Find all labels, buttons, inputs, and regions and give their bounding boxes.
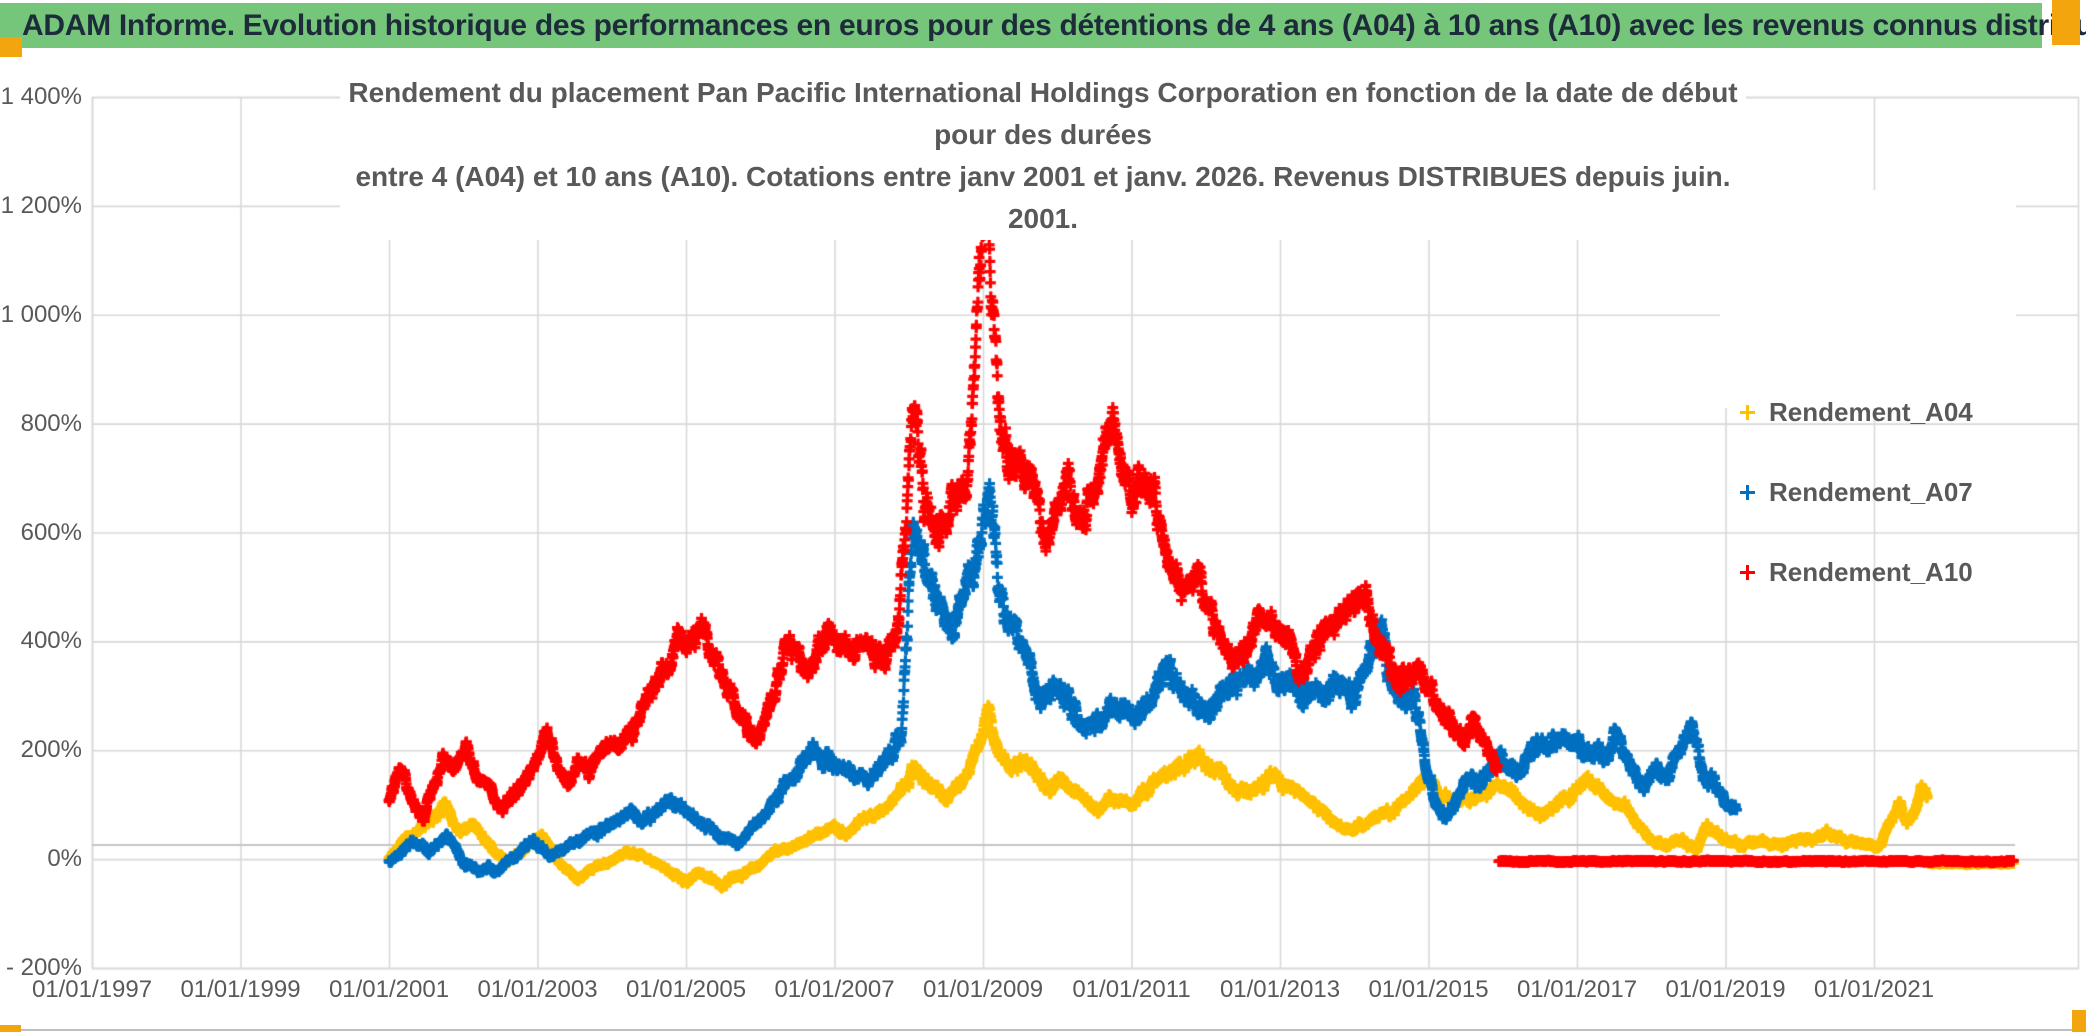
legend-item-rendement-a10[interactable]: Rendement_A10: [1740, 554, 1973, 590]
plus-marker-icon: [1740, 564, 1755, 580]
y-axis-label-200: 200%: [20, 736, 82, 764]
legend-label: Rendement_A04: [1769, 396, 1973, 427]
legend-label: Rendement_A07: [1769, 476, 1973, 507]
chart-title: Rendement du placement Pan Pacific Inter…: [340, 72, 1746, 240]
x-axis-label-2007: 01/01/2007: [774, 976, 895, 1003]
y-axis-label-400: 400%: [20, 627, 82, 655]
x-axis-label-1999: 01/01/1999: [180, 976, 301, 1003]
x-axis-label-1997: 01/01/1997: [31, 976, 153, 1003]
y-axis-label-600: 600%: [20, 518, 82, 546]
orange-accent-cell-top-right: [2052, 0, 2080, 45]
x-axis-label-2021: 01/01/2021: [1813, 976, 1935, 1003]
x-axis-label-2017: 01/01/2017: [1516, 976, 1638, 1003]
y-axis-label-1000: 1 000%: [0, 300, 82, 328]
orange-accent-cell-top-left: [0, 37, 22, 57]
y-axis-label-1200: 1 200%: [0, 191, 82, 219]
x-axis-label-2001: 01/01/2001: [328, 976, 450, 1003]
header-title: ADAM Informe. Evolution historique des p…: [22, 8, 2086, 42]
orange-accent-cell-bottom-right: [2072, 1010, 2086, 1032]
x-axis-label-2003: 01/01/2003: [477, 976, 598, 1003]
y-axis-label-0: 0%: [47, 845, 82, 873]
x-axis-label-2019: 01/01/2019: [1665, 976, 1786, 1003]
chart-legend: Rendement_A04 Rendement_A07 Rendement_A1…: [1720, 190, 2016, 587]
x-axis-label-2005: 01/01/2005: [625, 976, 747, 1003]
orange-accent-cell-bottom-left: [0, 1025, 21, 1032]
x-axis-label-2011: 01/01/2011: [1072, 976, 1191, 1003]
y-axis-label-neg200: - 200%: [5, 954, 82, 981]
y-axis-label-800: 800%: [20, 409, 82, 437]
chart-title-line2: entre 4 (A04) et 10 ans (A10). Cotations…: [355, 161, 1731, 234]
bottom-divider-line: [0, 1029, 2086, 1031]
plus-marker-icon: [1740, 484, 1755, 500]
x-axis-label-2015: 01/01/2015: [1368, 976, 1489, 1003]
x-axis-label-2013: 01/01/2013: [1219, 976, 1341, 1003]
x-axis-label-2009: 01/01/2009: [922, 976, 1044, 1003]
legend-label: Rendement_A10: [1769, 556, 1973, 587]
y-axis-label-1400: 1 400%: [0, 83, 82, 110]
header-bar: ADAM Informe. Evolution historique des p…: [0, 3, 2086, 48]
legend-item-rendement-a07[interactable]: Rendement_A07: [1740, 474, 1973, 510]
chart-title-line1: Rendement du placement Pan Pacific Inter…: [348, 77, 1738, 150]
legend-item-rendement-a04[interactable]: Rendement_A04: [1740, 394, 1973, 430]
plus-marker-icon: [1740, 404, 1755, 420]
